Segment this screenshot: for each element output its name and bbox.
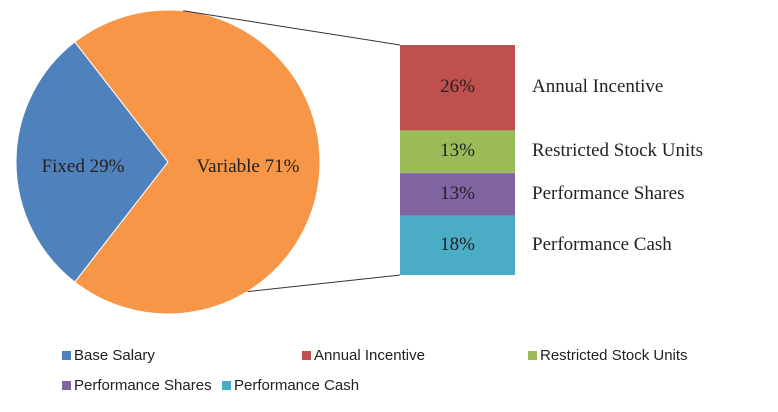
pie-label-value: 29% xyxy=(90,156,125,177)
pie-slice xyxy=(74,9,321,315)
legend-label: Performance Cash xyxy=(234,377,359,394)
legend-swatch xyxy=(62,351,71,360)
connector-line xyxy=(247,274,401,293)
bar-value-label: 13% xyxy=(440,183,475,204)
legend-label: Base Salary xyxy=(74,347,155,364)
legend-label: Performance Shares xyxy=(74,377,212,394)
legend-swatch xyxy=(62,381,71,390)
bar-category-label: Performance Shares xyxy=(532,183,684,204)
pie-label: Fixed 29% xyxy=(42,156,125,177)
bar-category-label: Annual Incentive xyxy=(532,76,663,97)
pie-label: Variable 71% xyxy=(197,156,300,177)
bar-segment xyxy=(400,173,515,216)
bar-category-label: Restricted Stock Units xyxy=(532,140,703,161)
bar-value-label: 18% xyxy=(440,234,475,255)
connector-line xyxy=(183,10,401,46)
bar-value-label: 13% xyxy=(440,140,475,161)
pie-label-value: 71% xyxy=(265,156,300,177)
bar-category-label: Performance Cash xyxy=(532,234,672,255)
pie-label-name: Variable xyxy=(197,156,260,177)
legend-swatch xyxy=(222,381,231,390)
bar-value-label: 26% xyxy=(440,76,475,97)
pie-slice xyxy=(15,41,169,283)
bar-segment xyxy=(400,215,515,275)
bar-segment xyxy=(400,45,515,131)
legend-label: Restricted Stock Units xyxy=(540,347,688,364)
legend-swatch xyxy=(302,351,311,360)
bar-segment xyxy=(400,130,515,174)
legend-swatch xyxy=(528,351,537,360)
legend-label: Annual Incentive xyxy=(314,347,425,364)
pie-label-name: Fixed xyxy=(42,156,86,177)
